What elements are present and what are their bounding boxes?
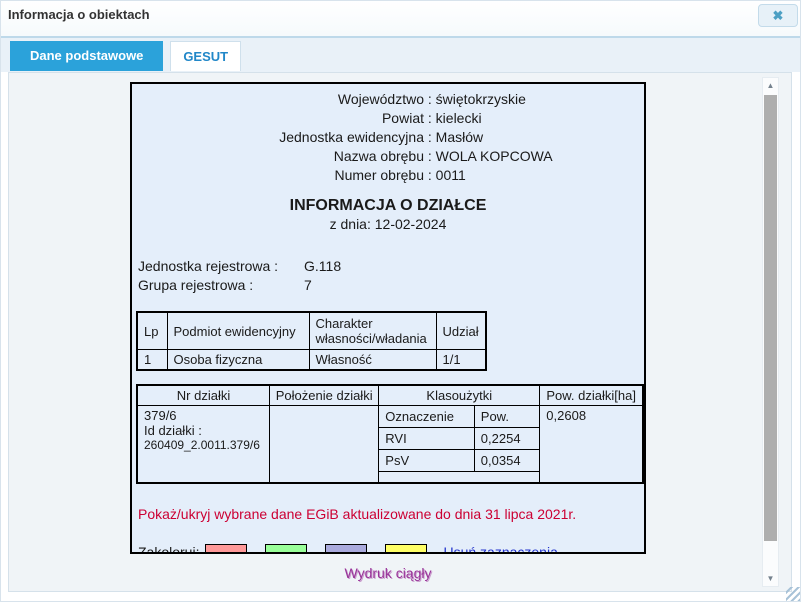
owners-header-lp: Lp	[136, 311, 168, 350]
register-info: Jednostka rejestrowa : G.118 Grupa rejes…	[132, 257, 644, 295]
footer-link-row: Wydruk ciągły	[130, 565, 646, 581]
scroll-down-button[interactable]: ▼	[763, 571, 778, 586]
tab-bar: Dane podstawowe GESUT	[0, 38, 801, 72]
info-value: Masłów	[435, 129, 484, 145]
info-label: Nazwa obrębu	[333, 148, 424, 164]
landuse-header-pow: Pow.	[474, 406, 539, 428]
parcel-header-pow: Pow. działki[ha]	[539, 384, 644, 406]
parcel-table: Nr działki Położenie działki Klasoużytki…	[136, 384, 644, 484]
register-row-grupa: Grupa rejestrowa : 7	[138, 276, 644, 295]
tab-dane-podstawowe[interactable]: Dane podstawowe	[10, 41, 164, 71]
document-title: INFORMACJA O DZIAŁCE	[289, 197, 487, 214]
resize-grip[interactable]	[786, 587, 800, 601]
parcel-document: Województwo : świętokrzyskie Powiat : ki…	[130, 82, 646, 554]
owners-header-podmiot: Podmiot ewidencyjny	[166, 311, 310, 350]
content-panel: Województwo : świętokrzyskie Powiat : ki…	[8, 72, 792, 592]
landuse-area: 0,2254	[474, 427, 539, 450]
landuse-table: Oznaczenie Pow. RVI 0,2254 PsV 0,0354	[379, 406, 539, 472]
info-separator: :	[424, 110, 436, 126]
owners-header-charakter: Charakter własności/władania	[308, 311, 437, 350]
register-label: Jednostka rejestrowa :	[138, 258, 282, 274]
close-icon: ✖	[772, 8, 784, 23]
owners-header-udzial: Udział	[435, 311, 487, 350]
parcel-number: 379/6	[144, 408, 177, 423]
parcel-data-row: 379/6 Id działki : 260409_2.0011.379/6 O…	[136, 405, 644, 483]
info-label: Powiat	[381, 110, 424, 126]
location-info: Województwo : świętokrzyskie Powiat : ki…	[132, 84, 644, 185]
parcel-header-klasouzytki: Klasoużytki	[378, 384, 541, 406]
landuse-code: PsV	[379, 449, 475, 472]
color-swatch-pink[interactable]	[205, 543, 248, 552]
scroll-up-button[interactable]: ▲	[763, 78, 778, 93]
info-separator: :	[424, 129, 436, 145]
owners-table: Lp Podmiot ewidencyjny Charakter własnoś…	[136, 311, 487, 371]
owners-cell-charakter: Własność	[308, 349, 437, 371]
owners-header-row: Lp Podmiot ewidencyjny Charakter własnoś…	[136, 311, 487, 350]
close-button[interactable]: ✖	[758, 4, 798, 27]
dialog-title: Informacja o obiektach	[8, 7, 150, 22]
info-value: WOLA KOPCOWA	[435, 148, 553, 164]
register-label: Grupa rejestrowa :	[138, 277, 258, 293]
scroll-down-icon: ▼	[766, 574, 775, 583]
color-swatch-yellow[interactable]	[385, 543, 428, 552]
clear-selection-link[interactable]: Usuń zaznaczenia	[443, 544, 558, 554]
info-value: świętokrzyskie	[435, 91, 526, 107]
info-row-powiat: Powiat : kielecki	[132, 109, 644, 128]
owners-cell-udzial: 1/1	[435, 349, 487, 371]
landuse-header-row: Oznaczenie Pow.	[379, 406, 539, 428]
register-value: G.118	[304, 258, 342, 274]
parcel-header-nr: Nr działki	[136, 384, 271, 406]
egib-toggle-link[interactable]: Pokaż/ukryj wybrane dane EGiB aktualizow…	[138, 505, 577, 522]
document-date: z dnia: 12-02-2024	[329, 216, 447, 232]
owners-cell-podmiot: Osoba fizyczna	[166, 349, 310, 371]
scrollbar-thumb[interactable]	[764, 95, 777, 541]
info-value: kielecki	[435, 110, 482, 126]
info-row-jednostka: Jednostka ewidencyjna : Masłów	[132, 128, 644, 147]
landuse-header-oznaczenie: Oznaczenie	[379, 406, 475, 428]
colorize-label: Zakoloruj:	[138, 544, 200, 554]
register-row-jednostka: Jednostka rejestrowa : G.118	[138, 257, 644, 276]
info-label: Numer obrębu	[334, 167, 425, 183]
parcel-cell-klasouzytki: Oznaczenie Pow. RVI 0,2254 PsV 0,0354	[378, 405, 541, 483]
parcel-header-row: Nr działki Położenie działki Klasoużytki…	[136, 384, 644, 406]
parcel-cell-polozenie	[269, 405, 380, 483]
info-row-nazwa-obrebu: Nazwa obrębu : WOLA KOPCOWA	[132, 147, 644, 166]
owners-cell-lp: 1	[136, 349, 168, 371]
landuse-row-psv: PsV 0,0354	[379, 449, 539, 472]
owners-data-row: 1 Osoba fizyczna Własność 1/1	[136, 349, 487, 371]
continuous-print-link[interactable]: Wydruk ciągły	[344, 565, 432, 581]
color-swatch-lavender[interactable]	[325, 543, 368, 552]
landuse-row-rvi: RVI 0,2254	[379, 427, 539, 450]
parcel-cell-area: 0,2608	[539, 405, 644, 483]
color-swatch-green[interactable]	[265, 543, 308, 552]
scroll-up-icon: ▲	[766, 81, 775, 90]
parcel-id: 260409_2.0011.379/6	[144, 438, 260, 452]
vertical-scrollbar[interactable]: ▲ ▼	[762, 77, 779, 587]
info-separator: :	[424, 91, 436, 107]
tab-gesut[interactable]: GESUT	[170, 41, 242, 71]
info-separator: :	[424, 148, 436, 164]
register-value: 7	[304, 277, 312, 293]
parcel-cell-nr: 379/6 Id działki : 260409_2.0011.379/6	[136, 405, 271, 483]
info-row-wojewodztwo: Województwo : świętokrzyskie	[132, 90, 644, 109]
colorize-row: Zakoloruj: Usuń zaznaczenia	[138, 543, 644, 554]
dialog-header: Informacja o obiektach	[0, 0, 801, 38]
landuse-area: 0,0354	[474, 449, 539, 472]
info-separator: :	[424, 167, 436, 183]
info-row-numer-obrebu: Numer obrębu : 0011	[132, 166, 644, 185]
parcel-header-polozenie: Położenie działki	[269, 384, 380, 406]
landuse-code: RVI	[379, 427, 475, 450]
parcel-id-label: Id działki :	[144, 423, 202, 438]
info-label: Jednostka ewidencyjna	[279, 129, 424, 145]
info-value: 0011	[435, 167, 466, 183]
info-label: Województwo	[337, 91, 424, 107]
